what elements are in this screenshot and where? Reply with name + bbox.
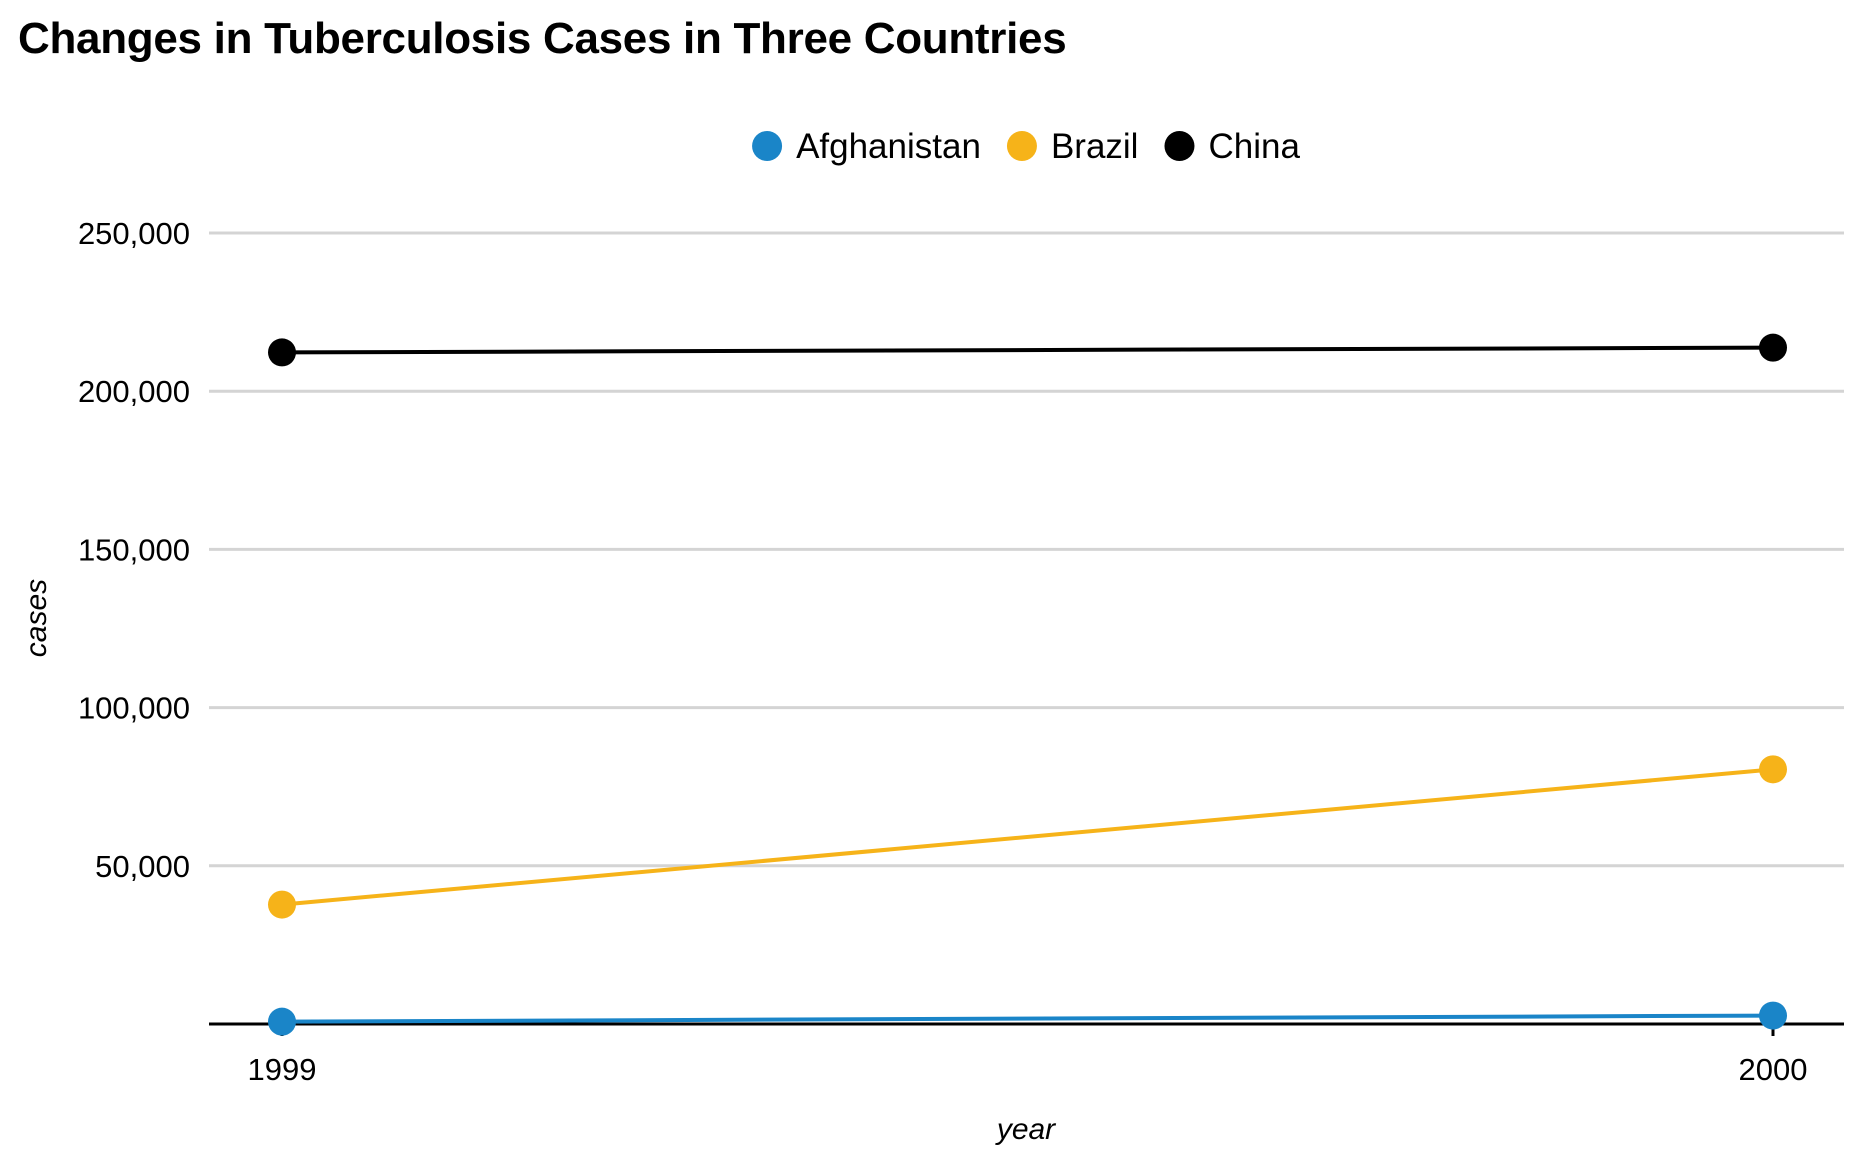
legend-item-brazil: Brazil xyxy=(1006,127,1139,166)
y-tick-label: 250,000 xyxy=(78,216,190,251)
legend-label: China xyxy=(1208,127,1300,166)
data-point xyxy=(1759,1001,1787,1030)
y-tick-label: 200,000 xyxy=(78,374,190,409)
series-afghanistan xyxy=(268,1001,1787,1036)
series-line xyxy=(281,345,1774,355)
legend-label: Brazil xyxy=(1051,127,1139,166)
legend-label: Afghanistan xyxy=(796,127,981,166)
x-tick-label: 2000 xyxy=(1739,1052,1808,1087)
y-tick-label: 150,000 xyxy=(78,532,190,567)
data-point xyxy=(268,890,296,919)
x-axis: 1999 2000 xyxy=(209,1022,1844,1087)
series-brazil xyxy=(268,755,1787,919)
x-tick-label: 1999 xyxy=(248,1052,317,1087)
grid-lines xyxy=(209,231,1844,868)
x-axis-title: year xyxy=(995,1113,1056,1146)
legend-marker xyxy=(1164,131,1195,161)
legend-item-china: China xyxy=(1164,127,1300,166)
chart-title: Changes in Tuberculosis Cases in Three C… xyxy=(18,14,1067,63)
y-tick-label: 100,000 xyxy=(78,691,190,726)
data-point xyxy=(1759,333,1787,362)
series-layer xyxy=(268,333,1787,1036)
y-axis-tick-labels: 50,000 100,000 150,000 200,000 250,000 xyxy=(78,216,190,884)
legend-marker xyxy=(1006,131,1037,161)
data-point xyxy=(268,1007,296,1036)
y-tick-label: 50,000 xyxy=(95,849,190,884)
y-axis-title: cases xyxy=(20,579,53,657)
series-line xyxy=(281,767,1774,907)
legend-item-afghanistan: Afghanistan xyxy=(752,127,981,166)
series-china xyxy=(268,333,1787,367)
series-line xyxy=(281,1013,1774,1024)
legend-marker xyxy=(752,131,783,161)
data-point xyxy=(1759,755,1787,784)
data-point xyxy=(268,338,296,367)
legend: Afghanistan Brazil China xyxy=(752,127,1300,166)
